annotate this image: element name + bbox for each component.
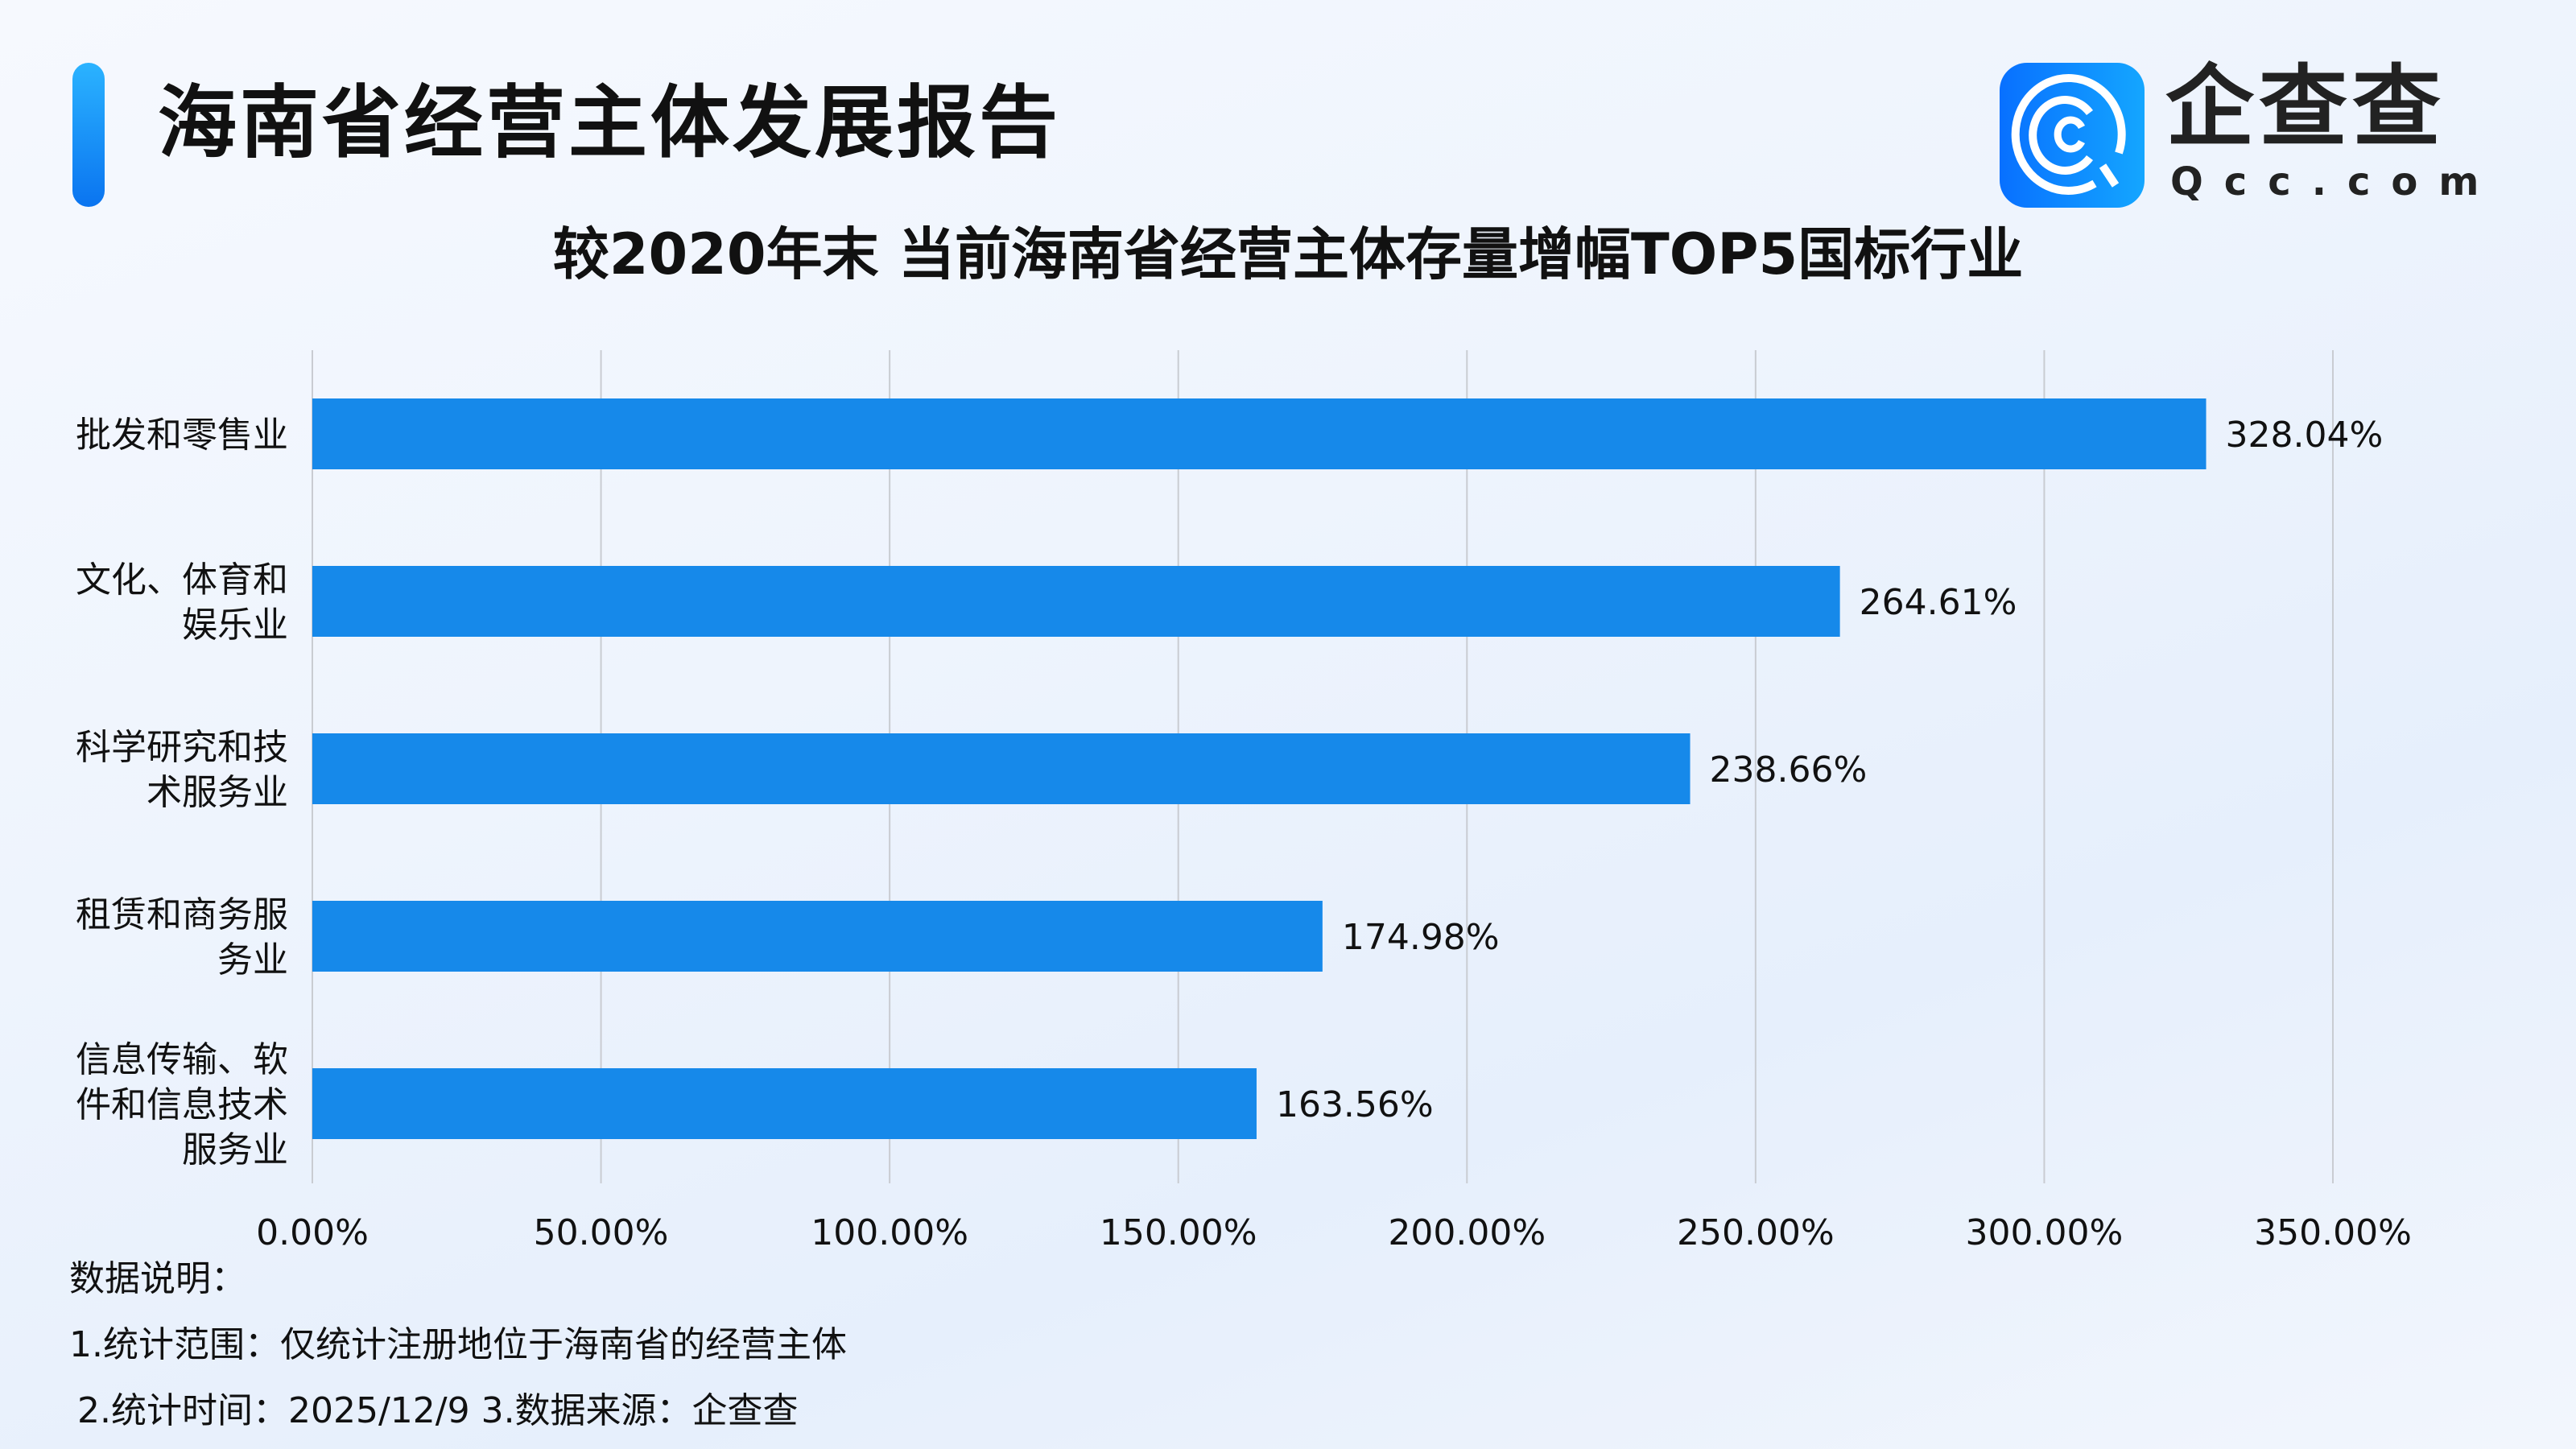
notes-heading: 数据说明： [69, 1258, 246, 1299]
value-label: 238.66% [1710, 749, 1868, 791]
x-tick-label: 350.00% [2254, 1212, 2412, 1253]
qcc-logo-icon [2000, 63, 2145, 208]
x-tick-label: 50.00% [534, 1212, 669, 1253]
notes-line-2: 2.统计时间：2025/12/9 3.数据来源：企查查 [77, 1390, 799, 1431]
logo-text-en: Qcc.com [2170, 159, 2500, 204]
x-tick-label: 100.00% [811, 1212, 968, 1253]
category-label: 务业 [217, 939, 288, 980]
category-label: 科学研究和技 [76, 727, 288, 768]
value-label: 328.04% [2226, 415, 2384, 456]
value-label: 264.61% [1860, 582, 2017, 623]
category-label: 租赁和商务服 [76, 894, 288, 935]
category-label: 件和信息技术 [76, 1084, 288, 1125]
bar [312, 733, 1690, 804]
qcc-logo: 企查查 Qcc.com [2000, 63, 2499, 208]
value-label: 174.98% [1342, 917, 1500, 958]
x-tick-label: 250.00% [1677, 1212, 1835, 1253]
notes-line-1: 1.统计范围：仅统计注册地位于海南省的经营主体 [69, 1324, 847, 1365]
bar [312, 1068, 1257, 1139]
category-label: 娱乐业 [182, 605, 288, 646]
category-label: 批发和零售业 [76, 415, 288, 456]
x-tick-label: 0.00% [256, 1212, 369, 1253]
x-tick-label: 300.00% [1966, 1212, 2124, 1253]
title-accent-bar [72, 63, 105, 207]
chart-title: 较2020年末 当前海南省经营主体存量增幅TOP5国标行业 [552, 221, 2024, 287]
x-tick-label: 150.00% [1100, 1212, 1257, 1253]
category-label: 服务业 [182, 1129, 288, 1170]
bar [312, 566, 1840, 637]
logo-text-cn: 企查查 [2165, 56, 2446, 159]
bar [312, 398, 2207, 469]
bar [312, 901, 1323, 972]
category-label: 信息传输、软 [76, 1039, 288, 1080]
category-label: 文化、体育和 [76, 559, 288, 601]
value-label: 163.56% [1276, 1084, 1434, 1125]
x-tick-label: 200.00% [1388, 1212, 1546, 1253]
category-label: 术服务业 [147, 772, 288, 813]
page-title: 海南省经营主体发展报告 [158, 77, 1062, 169]
